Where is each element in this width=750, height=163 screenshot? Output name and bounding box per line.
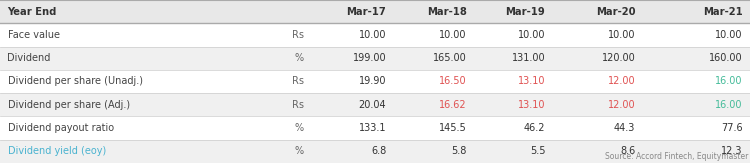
- Text: %: %: [295, 53, 304, 63]
- Text: Mar-17: Mar-17: [346, 7, 386, 17]
- Text: 16.00: 16.00: [715, 100, 742, 110]
- Text: Rs: Rs: [292, 100, 304, 110]
- Text: 12.00: 12.00: [608, 100, 635, 110]
- Text: 77.6: 77.6: [721, 123, 742, 133]
- Text: 46.2: 46.2: [524, 123, 545, 133]
- Text: 19.90: 19.90: [358, 76, 386, 87]
- Text: %: %: [295, 123, 304, 133]
- Text: 10.00: 10.00: [439, 30, 466, 40]
- Text: 13.10: 13.10: [518, 76, 545, 87]
- Text: 10.00: 10.00: [715, 30, 742, 40]
- Text: 131.00: 131.00: [512, 53, 545, 63]
- Text: Mar-18: Mar-18: [427, 7, 466, 17]
- Text: 165.00: 165.00: [433, 53, 466, 63]
- Text: 10.00: 10.00: [358, 30, 386, 40]
- Text: 20.04: 20.04: [358, 100, 386, 110]
- Text: 16.62: 16.62: [439, 100, 466, 110]
- Text: 12.00: 12.00: [608, 76, 635, 87]
- Text: %: %: [295, 146, 304, 156]
- Text: 5.5: 5.5: [530, 146, 545, 156]
- Text: 145.5: 145.5: [439, 123, 466, 133]
- Text: 5.8: 5.8: [452, 146, 466, 156]
- Bar: [0, 0, 750, 23]
- Bar: [0, 47, 750, 70]
- Text: 13.10: 13.10: [518, 100, 545, 110]
- Text: 199.00: 199.00: [352, 53, 386, 63]
- Bar: [0, 70, 750, 93]
- Text: Rs: Rs: [292, 76, 304, 87]
- Text: 44.3: 44.3: [614, 123, 635, 133]
- Bar: [0, 140, 750, 163]
- Bar: [0, 93, 750, 116]
- Text: 16.00: 16.00: [715, 76, 742, 87]
- Text: 10.00: 10.00: [608, 30, 635, 40]
- Text: Mar-20: Mar-20: [596, 7, 635, 17]
- Text: 133.1: 133.1: [358, 123, 386, 133]
- Text: 6.8: 6.8: [371, 146, 386, 156]
- Text: Face value: Face value: [8, 30, 59, 40]
- Text: Dividend payout ratio: Dividend payout ratio: [8, 123, 114, 133]
- Text: Mar-21: Mar-21: [703, 7, 742, 17]
- Text: Year End: Year End: [8, 7, 57, 17]
- Text: Dividend yield (eoy): Dividend yield (eoy): [8, 146, 106, 156]
- Text: Dividend per share (Unadj.): Dividend per share (Unadj.): [8, 76, 142, 87]
- Text: Mar-19: Mar-19: [506, 7, 545, 17]
- Text: 16.50: 16.50: [439, 76, 466, 87]
- Text: Rs: Rs: [292, 30, 304, 40]
- Text: 120.00: 120.00: [602, 53, 635, 63]
- Text: Source: Accord Fintech, Equitymaster: Source: Accord Fintech, Equitymaster: [605, 152, 748, 161]
- Text: 10.00: 10.00: [518, 30, 545, 40]
- Text: 12.3: 12.3: [721, 146, 742, 156]
- Text: Dividend per share (Adj.): Dividend per share (Adj.): [8, 100, 130, 110]
- Text: Dividend: Dividend: [8, 53, 51, 63]
- Text: 160.00: 160.00: [709, 53, 742, 63]
- Text: 8.6: 8.6: [620, 146, 635, 156]
- Bar: [0, 116, 750, 140]
- Bar: [0, 23, 750, 47]
